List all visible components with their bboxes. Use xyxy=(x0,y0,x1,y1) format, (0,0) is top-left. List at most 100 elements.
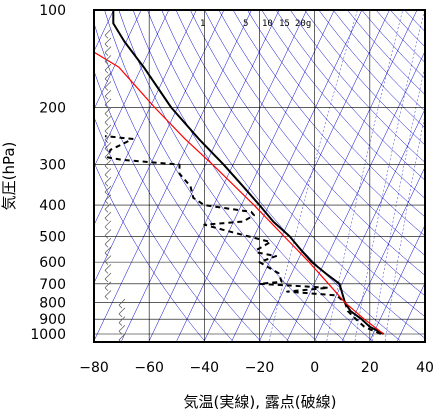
x-tick-label: 40 xyxy=(416,360,434,376)
dry-adiabat-line xyxy=(94,70,261,342)
dry-adiabat-line xyxy=(261,10,425,199)
wind-barb-feather xyxy=(104,270,109,274)
dry-adiabat-line xyxy=(232,10,425,237)
wind-barb xyxy=(104,46,112,53)
dewpoint-curve xyxy=(104,135,382,335)
y-tick-label: 100 xyxy=(39,3,66,19)
wind-barbs xyxy=(104,29,126,344)
wind-barb xyxy=(104,107,112,114)
wind-barb-feather xyxy=(104,200,109,204)
mixing-ratio-label: 10 xyxy=(262,19,273,29)
wind-barb xyxy=(104,124,112,132)
wind-barb-feather xyxy=(104,78,109,83)
dry-adiabat-line xyxy=(94,22,289,342)
x-tick-label: −60 xyxy=(134,360,164,376)
mixing-ratio-labels: 1 5 10 15 20g xyxy=(200,19,311,29)
dry-adiabat-line xyxy=(104,10,317,342)
series-group xyxy=(94,10,385,335)
dry-adiabat-line xyxy=(190,10,425,297)
plot-frame xyxy=(93,9,426,343)
wind-barb xyxy=(104,116,112,123)
wind-barb xyxy=(104,72,112,80)
wind-barb-feather xyxy=(104,296,109,300)
wind-barb xyxy=(104,159,112,167)
isotherm-line xyxy=(369,224,425,341)
dry-adiabat-line xyxy=(247,10,425,218)
dry-adiabat-line xyxy=(118,10,345,342)
isotherm-line xyxy=(94,10,252,341)
wind-barb xyxy=(118,307,126,315)
wind-barb xyxy=(104,63,112,71)
wind-barb xyxy=(118,298,126,306)
wind-barb-feather xyxy=(104,243,109,248)
wind-barb xyxy=(104,290,112,297)
wind-barb-feather xyxy=(104,174,109,178)
dry-adiabat-line xyxy=(175,10,425,318)
wind-barb xyxy=(104,203,112,210)
wind-barb-feather xyxy=(104,252,109,257)
y-tick-label: 300 xyxy=(39,158,66,174)
wind-barb-feather xyxy=(104,87,109,91)
parcel-curve xyxy=(94,51,384,335)
wind-barb-feather xyxy=(104,139,109,143)
wind-barb-feather xyxy=(104,287,109,292)
wind-barb xyxy=(104,98,112,106)
wind-barb xyxy=(104,37,112,45)
dry-adiabat-line xyxy=(94,116,233,342)
y-axis-title: 気圧(hPa) xyxy=(0,142,18,211)
wind-barb-feather xyxy=(104,156,109,161)
dry-adiabat-line xyxy=(132,10,373,342)
dry-adiabat-line xyxy=(275,10,425,181)
isotherm-line xyxy=(259,10,418,341)
wind-barb-feather xyxy=(104,191,109,196)
wind-barb-feather xyxy=(104,148,109,152)
wind-barb xyxy=(104,185,112,193)
x-tick-label: 20 xyxy=(361,360,379,376)
dry-adiabat-line xyxy=(218,10,425,256)
temperature-curve xyxy=(112,10,385,335)
wind-barb-feather xyxy=(104,278,109,283)
y-tick-label: 400 xyxy=(39,198,66,214)
wind-barb-feather xyxy=(118,322,123,326)
isotherm-line xyxy=(94,10,170,168)
wind-barb-feather xyxy=(104,165,109,170)
wind-barb xyxy=(104,281,112,289)
mixing-ratio-label: 20g xyxy=(295,19,311,29)
isotherm-line xyxy=(204,10,363,341)
wind-barb-feather xyxy=(104,183,109,187)
y-tick-label: 500 xyxy=(39,229,66,245)
wind-barb xyxy=(118,316,126,323)
isotherm-line xyxy=(342,166,425,341)
wind-barb xyxy=(104,237,112,245)
isotherm-line xyxy=(121,10,280,341)
wind-barb xyxy=(104,81,112,88)
y-tick-label: 900 xyxy=(39,312,66,328)
dry-adiabat-line xyxy=(304,10,425,146)
wind-barb-feather xyxy=(104,217,109,222)
y-tick-label: 1000 xyxy=(30,327,66,343)
isotherm-line xyxy=(176,10,335,341)
wind-barb-feather xyxy=(104,52,109,56)
wind-barb xyxy=(104,133,112,140)
isotherm-line xyxy=(286,50,425,341)
wind-barb-feather xyxy=(104,261,109,265)
wind-barb xyxy=(104,255,112,262)
mixing-ratio-label: 5 xyxy=(243,19,248,29)
x-axis-title: 気温(実線), 露点(破線) xyxy=(184,393,337,411)
wind-barb-feather xyxy=(118,331,123,335)
wind-barb xyxy=(104,150,112,158)
wind-barb xyxy=(104,220,112,228)
wind-barb-feather xyxy=(104,104,109,109)
x-tick-labels: −80 −60 −40 −20 0 20 40 xyxy=(79,360,434,376)
isotherm-line xyxy=(314,108,425,341)
wind-barb xyxy=(104,246,112,254)
wind-barb-feather xyxy=(104,69,109,74)
wind-barb-feather xyxy=(104,43,109,48)
mixing-ratio-line xyxy=(354,10,425,341)
dry-adiabat-line xyxy=(147,10,401,342)
wind-barb xyxy=(104,55,112,62)
x-tick-label: −80 xyxy=(79,360,109,376)
dry-adiabat-line xyxy=(290,10,425,163)
x-tick-label: −40 xyxy=(190,360,220,376)
